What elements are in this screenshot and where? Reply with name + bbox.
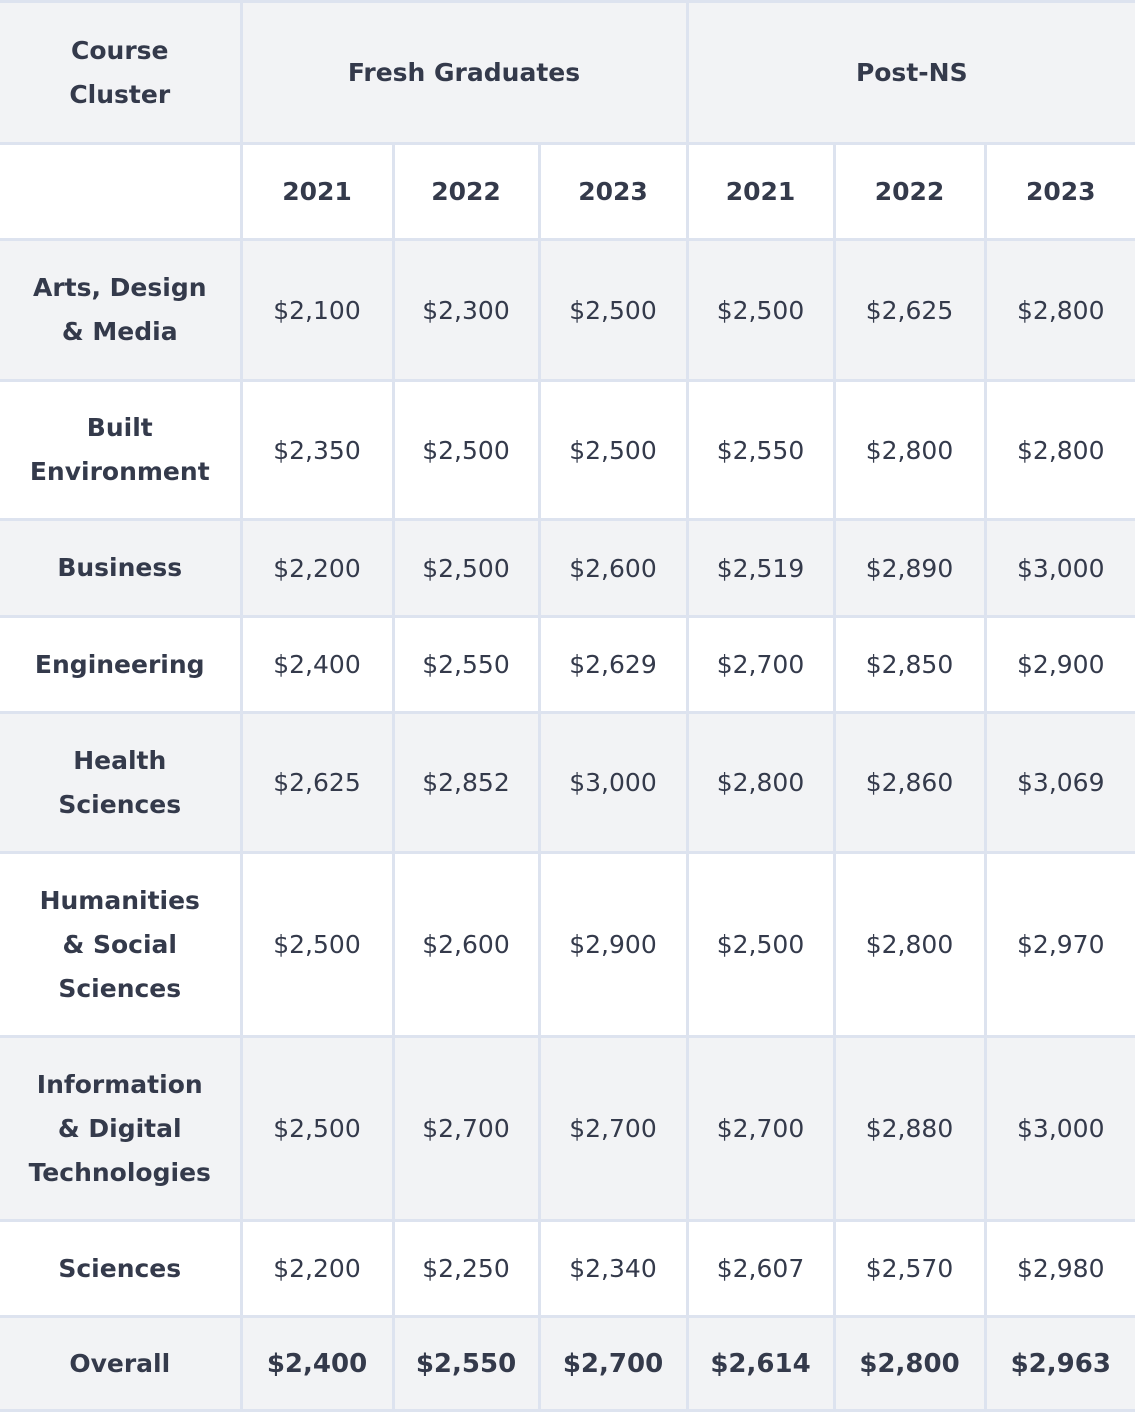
salary-cell: $2,900 [537, 851, 689, 1038]
table-row: Information & Digital Technologies $2,50… [0, 1035, 1135, 1222]
salary-cell: $2,550 [391, 615, 541, 714]
salary-cell: $2,850 [832, 615, 987, 714]
salary-cell: $2,400 [239, 615, 395, 714]
salary-cell: $2,800 [832, 379, 987, 521]
salary-cell: $2,970 [983, 851, 1135, 1038]
year-header: 2023 [537, 142, 689, 241]
year-header: 2023 [983, 142, 1135, 241]
salary-cell: $2,550 [685, 379, 836, 521]
course-cluster-cell: Humanities & Social Sciences [0, 851, 243, 1038]
salary-cell: $2,860 [832, 711, 987, 854]
year-header: 2021 [239, 142, 395, 241]
salary-cell: $2,890 [832, 518, 987, 618]
empty-header-cell [0, 142, 243, 241]
salary-cell: $2,500 [239, 1035, 395, 1222]
course-cluster-cell: Overall [0, 1315, 243, 1412]
salary-cell: $2,500 [391, 518, 541, 618]
salary-cell: $2,600 [391, 851, 541, 1038]
salary-cell: $2,600 [537, 518, 689, 618]
salary-cell: $2,980 [983, 1219, 1135, 1318]
salary-cell: $2,500 [685, 238, 836, 382]
salary-cell: $2,200 [239, 1219, 395, 1318]
salary-cell: $2,550 [391, 1315, 541, 1412]
header-group-row: Course Cluster Fresh Graduates Post-NS [0, 0, 1135, 145]
header-year-row: 2021 2022 2023 2021 2022 2023 [0, 142, 1135, 241]
salary-cell: $2,963 [983, 1315, 1135, 1412]
salary-cell: $2,614 [685, 1315, 836, 1412]
salary-cell: $2,300 [391, 238, 541, 382]
salary-cell: $2,700 [391, 1035, 541, 1222]
salary-cell: $2,700 [685, 615, 836, 714]
table-row: Business $2,200 $2,500 $2,600 $2,519 $2,… [0, 518, 1135, 618]
table-row: Built Environment $2,350 $2,500 $2,500 $… [0, 379, 1135, 521]
salary-cell: $2,800 [685, 711, 836, 854]
salary-cell: $2,880 [832, 1035, 987, 1222]
salary-cell: $3,000 [537, 711, 689, 854]
salary-cell: $2,800 [983, 238, 1135, 382]
salary-cell: $2,629 [537, 615, 689, 714]
salary-cell: $3,069 [983, 711, 1135, 854]
salary-cell: $2,700 [537, 1035, 689, 1222]
table-row: Engineering $2,400 $2,550 $2,629 $2,700 … [0, 615, 1135, 714]
salary-cell: $2,800 [832, 1315, 987, 1412]
salary-cell: $2,500 [537, 379, 689, 521]
salary-cell: $2,200 [239, 518, 395, 618]
table-row: Health Sciences $2,625 $2,852 $3,000 $2,… [0, 711, 1135, 854]
salary-cell: $2,340 [537, 1219, 689, 1318]
salary-cell: $2,700 [685, 1035, 836, 1222]
course-cluster-cell: Engineering [0, 615, 243, 714]
course-cluster-cell: Business [0, 518, 243, 618]
salary-cell: $2,900 [983, 615, 1135, 714]
course-cluster-cell: Health Sciences [0, 711, 243, 854]
table-row: Humanities & Social Sciences $2,500 $2,6… [0, 851, 1135, 1038]
course-cluster-cell: Arts, Design & Media [0, 238, 243, 382]
salary-cell: $2,570 [832, 1219, 987, 1318]
overall-row: Overall $2,400 $2,550 $2,700 $2,614 $2,8… [0, 1315, 1135, 1412]
year-header: 2021 [685, 142, 836, 241]
salary-cell: $2,500 [537, 238, 689, 382]
salary-cell: $2,100 [239, 238, 395, 382]
table-row: Arts, Design & Media $2,100 $2,300 $2,50… [0, 238, 1135, 382]
salary-cell: $2,350 [239, 379, 395, 521]
salary-cell: $2,700 [537, 1315, 689, 1412]
salary-cell: $2,852 [391, 711, 541, 854]
fresh-graduates-header: Fresh Graduates [239, 0, 689, 145]
salary-cell: $2,500 [685, 851, 836, 1038]
salary-cell: $2,800 [983, 379, 1135, 521]
salary-cell: $3,000 [983, 518, 1135, 618]
year-header: 2022 [832, 142, 987, 241]
salary-cell: $2,400 [239, 1315, 395, 1412]
course-cluster-cell: Sciences [0, 1219, 243, 1318]
salary-cell: $2,500 [391, 379, 541, 521]
post-ns-header: Post-NS [685, 0, 1135, 145]
year-header: 2022 [391, 142, 541, 241]
salary-cell: $2,625 [239, 711, 395, 854]
salary-cell: $2,519 [685, 518, 836, 618]
salary-cell: $3,000 [983, 1035, 1135, 1222]
salary-cell: $2,500 [239, 851, 395, 1038]
salary-cell: $2,625 [832, 238, 987, 382]
course-cluster-cell: Information & Digital Technologies [0, 1035, 243, 1222]
course-cluster-cell: Built Environment [0, 379, 243, 521]
salary-cell: $2,607 [685, 1219, 836, 1318]
table-row: Sciences $2,200 $2,250 $2,340 $2,607 $2,… [0, 1219, 1135, 1318]
salary-cell: $2,250 [391, 1219, 541, 1318]
course-cluster-header: Course Cluster [0, 0, 243, 145]
salary-cell: $2,800 [832, 851, 987, 1038]
